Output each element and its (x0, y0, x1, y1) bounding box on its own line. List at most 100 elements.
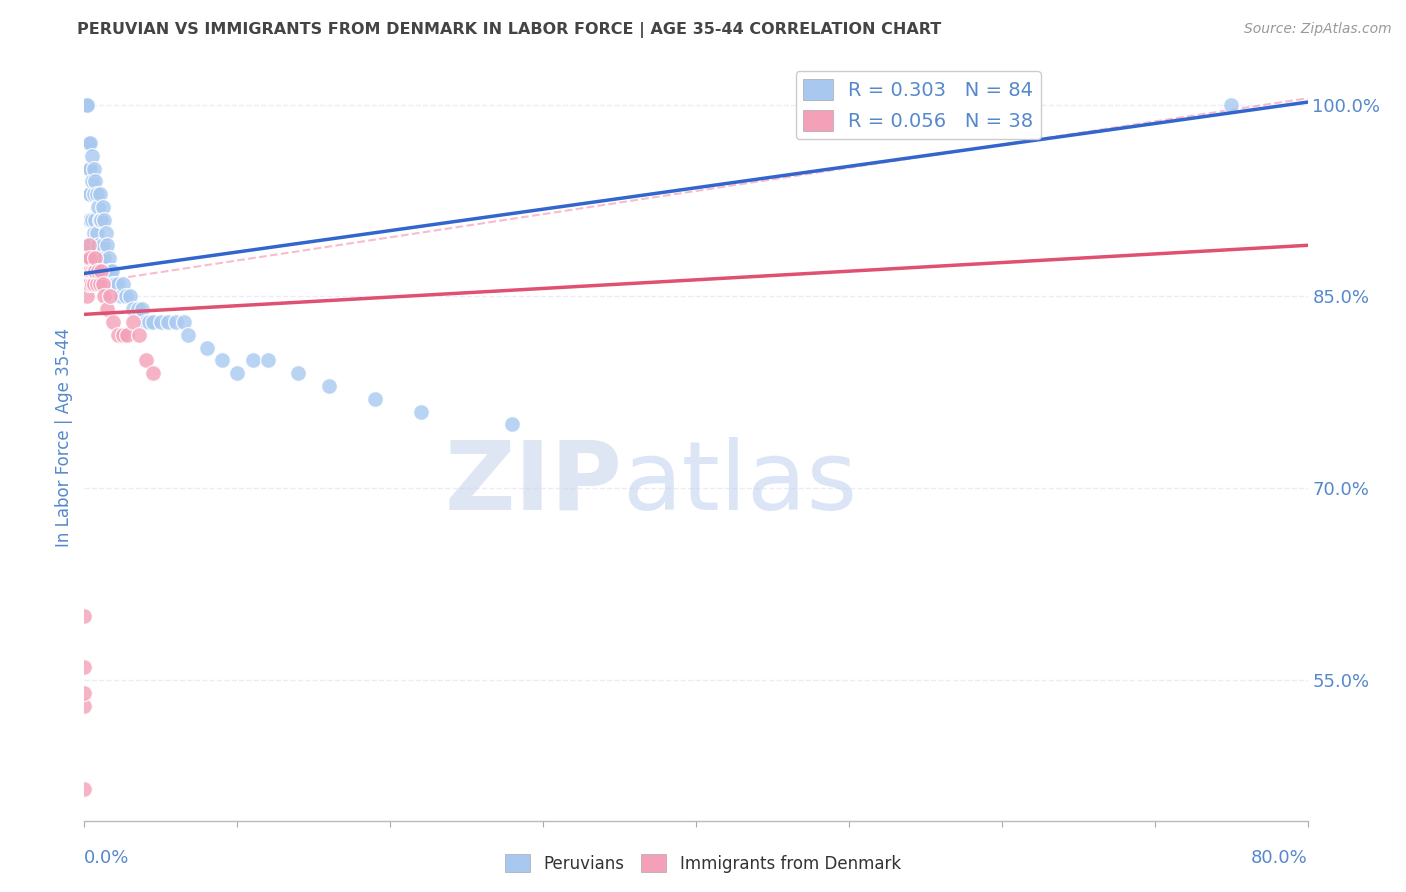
Point (93, 251, 115, 265)
Point (135, 353, 157, 368)
Point (226, 366, 249, 380)
Text: PERUVIAN VS IMMIGRANTS FROM DENMARK IN LABOR FORCE | AGE 35-44 CORRELATION CHART: PERUVIAN VS IMMIGRANTS FROM DENMARK IN L… (77, 22, 942, 38)
Point (75, 251, 97, 265)
Point (90, 251, 112, 265)
Point (142, 366, 165, 380)
Point (177, 327, 200, 342)
Point (120, 289, 142, 303)
Point (257, 353, 280, 368)
Point (157, 315, 180, 329)
Point (287, 366, 309, 380)
Point (76, 289, 98, 303)
Point (75, 97, 97, 112)
Point (98, 264, 121, 278)
Point (77, 238, 100, 252)
Point (165, 315, 187, 329)
Point (86, 187, 108, 202)
Point (104, 277, 127, 291)
Point (115, 327, 138, 342)
Point (80, 264, 103, 278)
Point (89, 212, 111, 227)
Point (89, 187, 111, 202)
Point (364, 392, 387, 406)
Point (94, 264, 117, 278)
Point (83, 161, 105, 176)
Point (94, 226, 117, 240)
Legend: R = 0.303   N = 84, R = 0.056   N = 38: R = 0.303 N = 84, R = 0.056 N = 38 (796, 70, 1040, 138)
Point (80, 149, 103, 163)
Point (76, 97, 98, 112)
Text: 0.0%: 0.0% (84, 849, 129, 867)
Point (409, 404, 432, 418)
Point (84, 212, 107, 227)
Point (91, 238, 114, 252)
Point (111, 277, 134, 291)
Point (75, 97, 97, 112)
Point (77, 212, 100, 227)
Point (83, 264, 105, 278)
Point (79, 161, 101, 176)
Point (128, 327, 150, 342)
Point (80, 212, 103, 227)
Point (142, 315, 165, 329)
Point (79, 251, 101, 265)
Point (75, 97, 97, 112)
Point (96, 277, 118, 291)
Point (96, 302, 118, 317)
Point (103, 315, 125, 329)
Point (76, 264, 98, 278)
Point (173, 315, 195, 329)
Y-axis label: In Labor Force | Age 35-44: In Labor Force | Age 35-44 (55, 327, 73, 547)
Point (101, 264, 124, 278)
Point (77, 264, 100, 278)
Point (76, 97, 98, 112)
Point (93, 289, 115, 303)
Point (318, 379, 340, 393)
Point (91, 277, 114, 291)
Point (138, 315, 160, 329)
Point (91, 200, 114, 214)
Point (90, 212, 112, 227)
Legend: Peruvians, Immigrants from Denmark: Peruvians, Immigrants from Denmark (499, 847, 907, 880)
Point (76, 212, 98, 227)
Text: ZIP: ZIP (444, 436, 623, 530)
Point (76, 251, 98, 265)
Point (86, 264, 108, 278)
Point (84, 251, 107, 265)
Point (79, 264, 101, 278)
Point (83, 226, 105, 240)
Point (107, 327, 129, 342)
Point (87, 238, 110, 252)
Point (127, 302, 149, 317)
Point (103, 277, 125, 291)
Point (73, 97, 96, 112)
Point (75, 97, 97, 112)
Point (93, 212, 115, 227)
Point (90, 264, 112, 278)
Point (79, 212, 101, 227)
Point (122, 315, 145, 329)
Point (122, 302, 145, 317)
Point (242, 353, 264, 368)
Point (195, 341, 218, 355)
Point (76, 161, 98, 176)
Text: 80.0%: 80.0% (1251, 849, 1308, 867)
Point (75, 277, 97, 291)
Point (79, 187, 101, 202)
Point (89, 277, 111, 291)
Point (84, 264, 107, 278)
Point (77, 161, 100, 176)
Point (87, 264, 110, 278)
Point (77, 136, 100, 150)
Point (75, 264, 97, 278)
Point (135, 315, 157, 329)
Point (110, 289, 132, 303)
Point (73, 686, 96, 700)
Point (80, 174, 103, 188)
Point (73, 97, 96, 112)
Point (131, 302, 153, 317)
Point (107, 277, 129, 291)
Point (73, 97, 96, 112)
Point (77, 238, 100, 252)
Point (211, 353, 233, 368)
